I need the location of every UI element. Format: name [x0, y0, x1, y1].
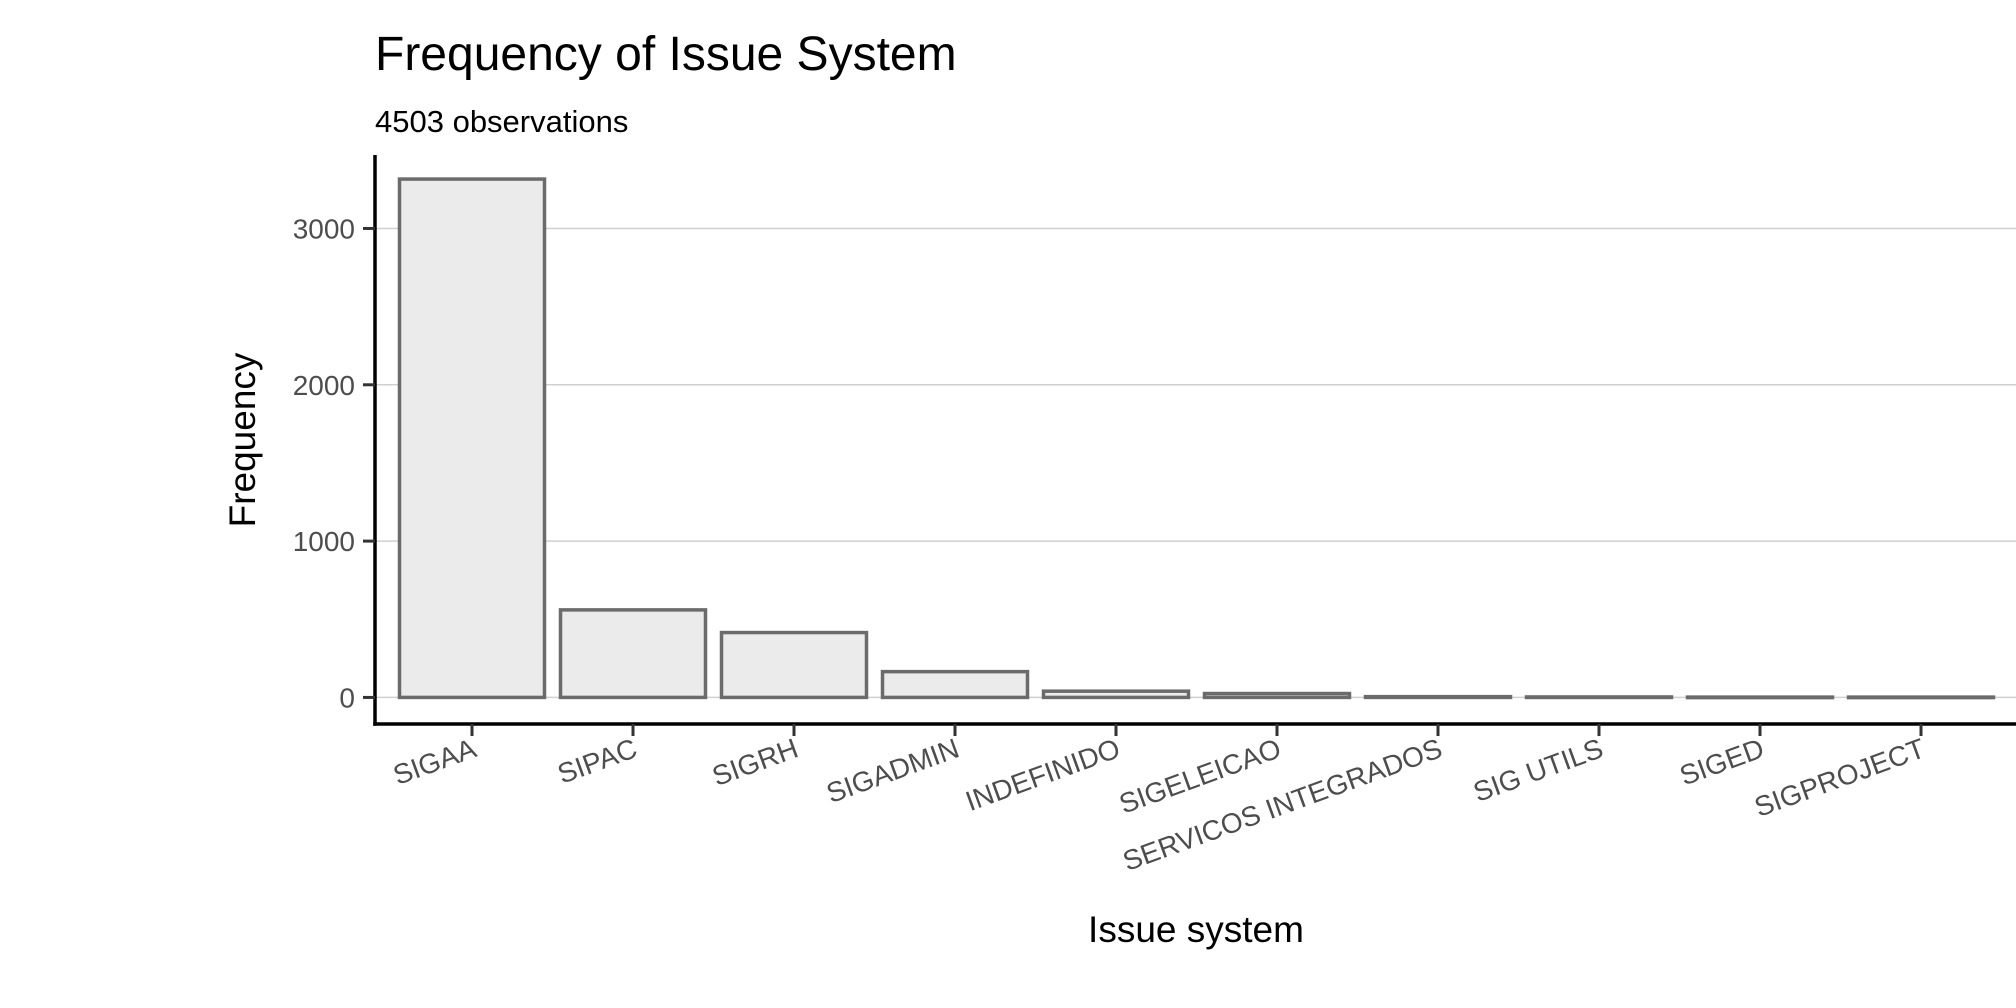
x-tick-label: SERVICOS INTEGRADOS	[1119, 733, 1446, 877]
bar-siged	[1685, 695, 1835, 700]
bar-sipac	[558, 608, 708, 700]
bar-sig-utils	[1524, 695, 1674, 700]
bar-sigrh	[719, 630, 869, 700]
x-tick-label: SIGPROJECT	[1750, 733, 1929, 823]
y-tick-label: 0	[339, 682, 355, 713]
x-axis-label: Issue system	[1088, 909, 1304, 950]
bars	[397, 177, 1996, 700]
bar-indefinido	[1041, 689, 1191, 700]
bar-sigproject	[1846, 695, 1996, 700]
bar-sigadmin	[880, 669, 1030, 700]
bar-sigeleicao	[1202, 691, 1352, 700]
x-tick-label: SIGAA	[389, 732, 480, 791]
x-tick-label: SIGED	[1676, 733, 1768, 792]
bar-sigaa	[397, 177, 547, 700]
axes	[363, 155, 2016, 736]
x-tick-label: INDEFINIDO	[961, 733, 1124, 817]
x-tick-label: SIGADMIN	[822, 733, 963, 809]
x-tick-label: SIGRH	[708, 733, 802, 792]
y-tick-label: 2000	[293, 370, 355, 401]
x-tick-label: SIPAC	[553, 733, 641, 790]
y-tick-label: 1000	[293, 526, 355, 557]
chart-title: Frequency of Issue System	[375, 28, 957, 81]
x-tick-label: SIG UTILS	[1469, 733, 1607, 808]
y-tick-label: 3000	[293, 213, 355, 244]
chart-subtitle: 4503 observations	[375, 104, 628, 139]
bar-servicos-integrados	[1363, 694, 1513, 700]
y-axis-label: Frequency	[222, 352, 263, 527]
